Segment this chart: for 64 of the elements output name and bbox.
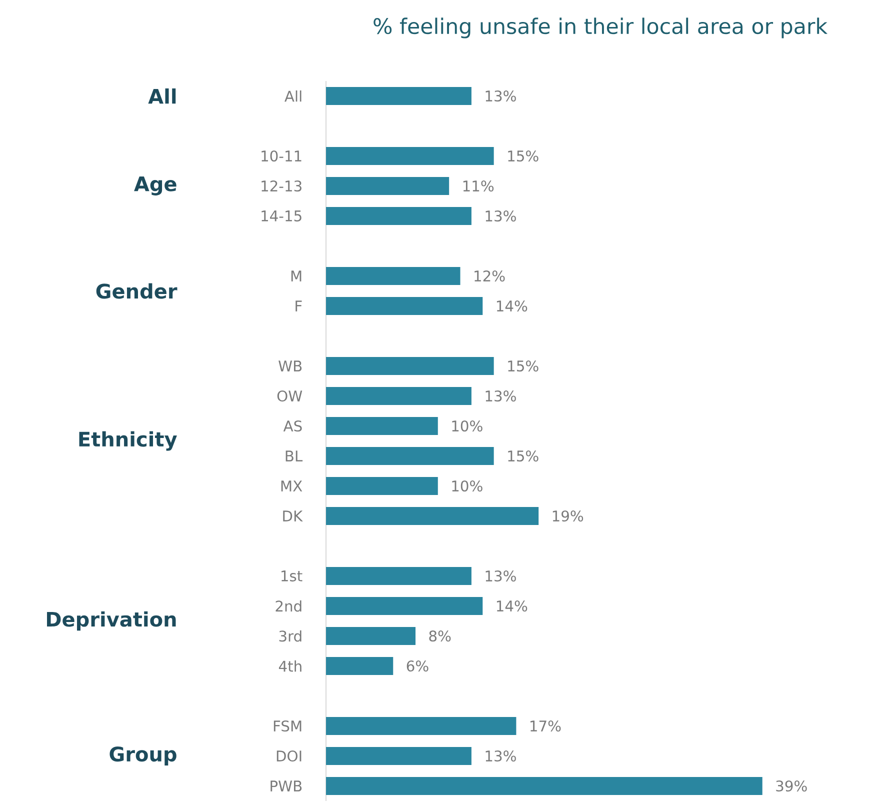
data-label: 19% bbox=[552, 510, 584, 522]
bar bbox=[326, 387, 472, 405]
bar bbox=[326, 716, 516, 735]
data-label: 6% bbox=[406, 660, 428, 672]
bar bbox=[326, 656, 394, 675]
y-tick-label: 2nd bbox=[276, 600, 302, 612]
y-tick-label: 1st bbox=[282, 570, 302, 582]
bar bbox=[326, 477, 438, 495]
y-tick-label: F bbox=[296, 300, 302, 312]
text: Age bbox=[134, 176, 176, 196]
text: Ethnicity bbox=[79, 431, 177, 451]
bar bbox=[326, 297, 483, 315]
y-tick-label: 12-13 bbox=[262, 180, 302, 192]
bar bbox=[326, 596, 483, 615]
data-label: 39% bbox=[776, 780, 807, 792]
data-label: 13% bbox=[486, 390, 516, 402]
data-label: 10% bbox=[452, 480, 482, 492]
data-label: 10% bbox=[452, 420, 482, 432]
y-tick-label: OW bbox=[277, 390, 302, 402]
data-label: 13% bbox=[486, 90, 516, 102]
y-tick-label: 3rd bbox=[279, 630, 302, 642]
bar bbox=[326, 746, 472, 765]
data-label: 13% bbox=[486, 750, 516, 762]
bar bbox=[326, 356, 494, 375]
y-tick-label: FSM bbox=[274, 720, 302, 732]
y-tick-label: AS bbox=[283, 420, 302, 432]
y-tick-label: BL bbox=[286, 450, 303, 462]
data-label: 14% bbox=[496, 600, 528, 612]
data-label: 13% bbox=[486, 570, 516, 582]
y-tick-label: DK bbox=[283, 510, 303, 522]
y-tick-label: MX bbox=[281, 480, 302, 492]
text: Deprivation bbox=[47, 611, 176, 631]
y-tick-label: PWB bbox=[270, 780, 302, 792]
text: Group bbox=[110, 746, 176, 766]
bar bbox=[326, 416, 438, 435]
y-tick-label: 14-15 bbox=[262, 210, 302, 222]
bar bbox=[326, 177, 450, 195]
y-tick-label: M bbox=[291, 270, 302, 282]
bar bbox=[326, 207, 472, 225]
data-label: 11% bbox=[463, 180, 494, 192]
y-tick-label: 4th bbox=[278, 660, 302, 672]
data-label: 15% bbox=[508, 150, 538, 162]
text: Gender bbox=[96, 283, 178, 299]
bar bbox=[326, 267, 460, 285]
bar bbox=[326, 87, 472, 105]
data-label: 15% bbox=[508, 360, 538, 372]
bar bbox=[326, 566, 472, 585]
bar bbox=[326, 447, 494, 465]
data-label: 13% bbox=[486, 210, 516, 222]
bar bbox=[326, 506, 539, 525]
y-tick-label: All bbox=[284, 90, 302, 102]
bar bbox=[326, 776, 762, 795]
y-tick-label: DOI bbox=[276, 750, 302, 762]
chart-title: % feeling unsafe in their local area or park bbox=[374, 18, 828, 38]
bar bbox=[326, 147, 494, 166]
data-label: 14% bbox=[496, 300, 528, 312]
data-label: 8% bbox=[429, 630, 451, 642]
data-label: 17% bbox=[530, 720, 561, 732]
data-label: 12% bbox=[474, 270, 505, 282]
y-tick-label: 10-11 bbox=[262, 150, 302, 162]
y-tick-label: WB bbox=[278, 360, 302, 372]
data-label: 15% bbox=[508, 450, 538, 462]
text: All bbox=[148, 88, 176, 104]
bar bbox=[326, 626, 416, 645]
